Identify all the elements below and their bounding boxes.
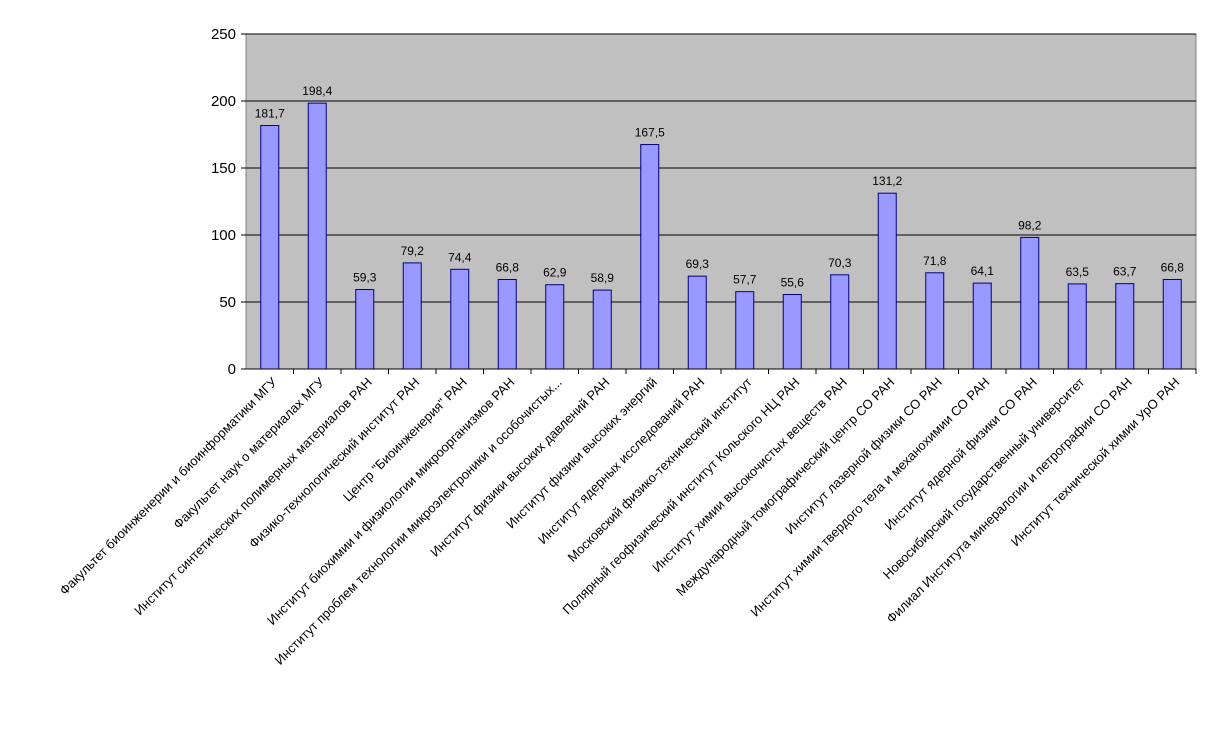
data-label: 66,8 [496, 260, 520, 274]
bar [782, 293, 802, 370]
bar [402, 262, 422, 370]
data-label: 58,9 [591, 271, 615, 285]
y-tick-label: 100 [211, 227, 236, 244]
data-label: 55,6 [781, 275, 805, 289]
data-label: 63,7 [1113, 265, 1137, 279]
data-label: 66,8 [1161, 260, 1185, 274]
data-label: 59,3 [353, 271, 377, 285]
bar [450, 268, 470, 370]
data-labels: 181,7 198,4 59,3 79,2 74,4 66,8 62,9 58,9 167,5 6… [255, 84, 1185, 289]
bar [687, 275, 707, 370]
bar [1115, 283, 1135, 370]
y-tick-label: 50 [219, 294, 236, 311]
data-label: 64,1 [971, 264, 995, 278]
bar [877, 192, 897, 370]
data-label: 74,4 [448, 250, 472, 264]
data-label: 181,7 [255, 107, 285, 121]
y-tick-label: 0 [228, 361, 236, 378]
y-tick-label: 150 [211, 160, 236, 177]
bar [497, 278, 517, 370]
y-tick-label: 200 [211, 93, 236, 110]
bar [307, 102, 327, 370]
plot-area [245, 33, 1197, 370]
bar [355, 289, 375, 370]
data-label: 98,2 [1018, 218, 1042, 232]
data-label: 79,2 [401, 244, 425, 258]
bar [735, 291, 755, 370]
data-label: 57,7 [733, 273, 757, 287]
data-label: 198,4 [302, 84, 332, 98]
y-tick-label: 250 [211, 26, 236, 43]
bar [260, 125, 280, 370]
data-label: 167,5 [635, 126, 665, 140]
y-axis-ticks: 0 50 100 150 200 250 [211, 26, 246, 378]
data-label: 131,2 [872, 174, 902, 188]
category-labels: Факультет биоинженерии и биоинформатики … [56, 369, 1197, 668]
data-label: 71,8 [923, 254, 947, 268]
bar [830, 274, 850, 370]
category-label: Факультет биоинженерии и биоинформатики … [56, 374, 280, 598]
bar [1067, 283, 1087, 370]
category-label: Институт ядерных исследований РАН [535, 375, 707, 547]
bar [972, 282, 992, 370]
bar [1020, 236, 1040, 370]
data-label: 69,3 [686, 257, 710, 271]
data-label: 70,3 [828, 256, 852, 270]
category-label: Институт физики высоких давлений РАН [427, 375, 612, 560]
category-label: Международный томографический центр СО Р… [673, 375, 897, 599]
bar [592, 289, 612, 370]
data-label: 63,5 [1066, 265, 1090, 279]
bar [640, 144, 660, 370]
bar [545, 284, 565, 370]
category-label: Институт технической химии УрО РАН [1008, 375, 1183, 550]
bar [925, 272, 945, 370]
data-label: 62,9 [543, 266, 567, 280]
bar [1162, 278, 1182, 370]
category-label: Физико-технологический институт РАН [246, 375, 423, 552]
